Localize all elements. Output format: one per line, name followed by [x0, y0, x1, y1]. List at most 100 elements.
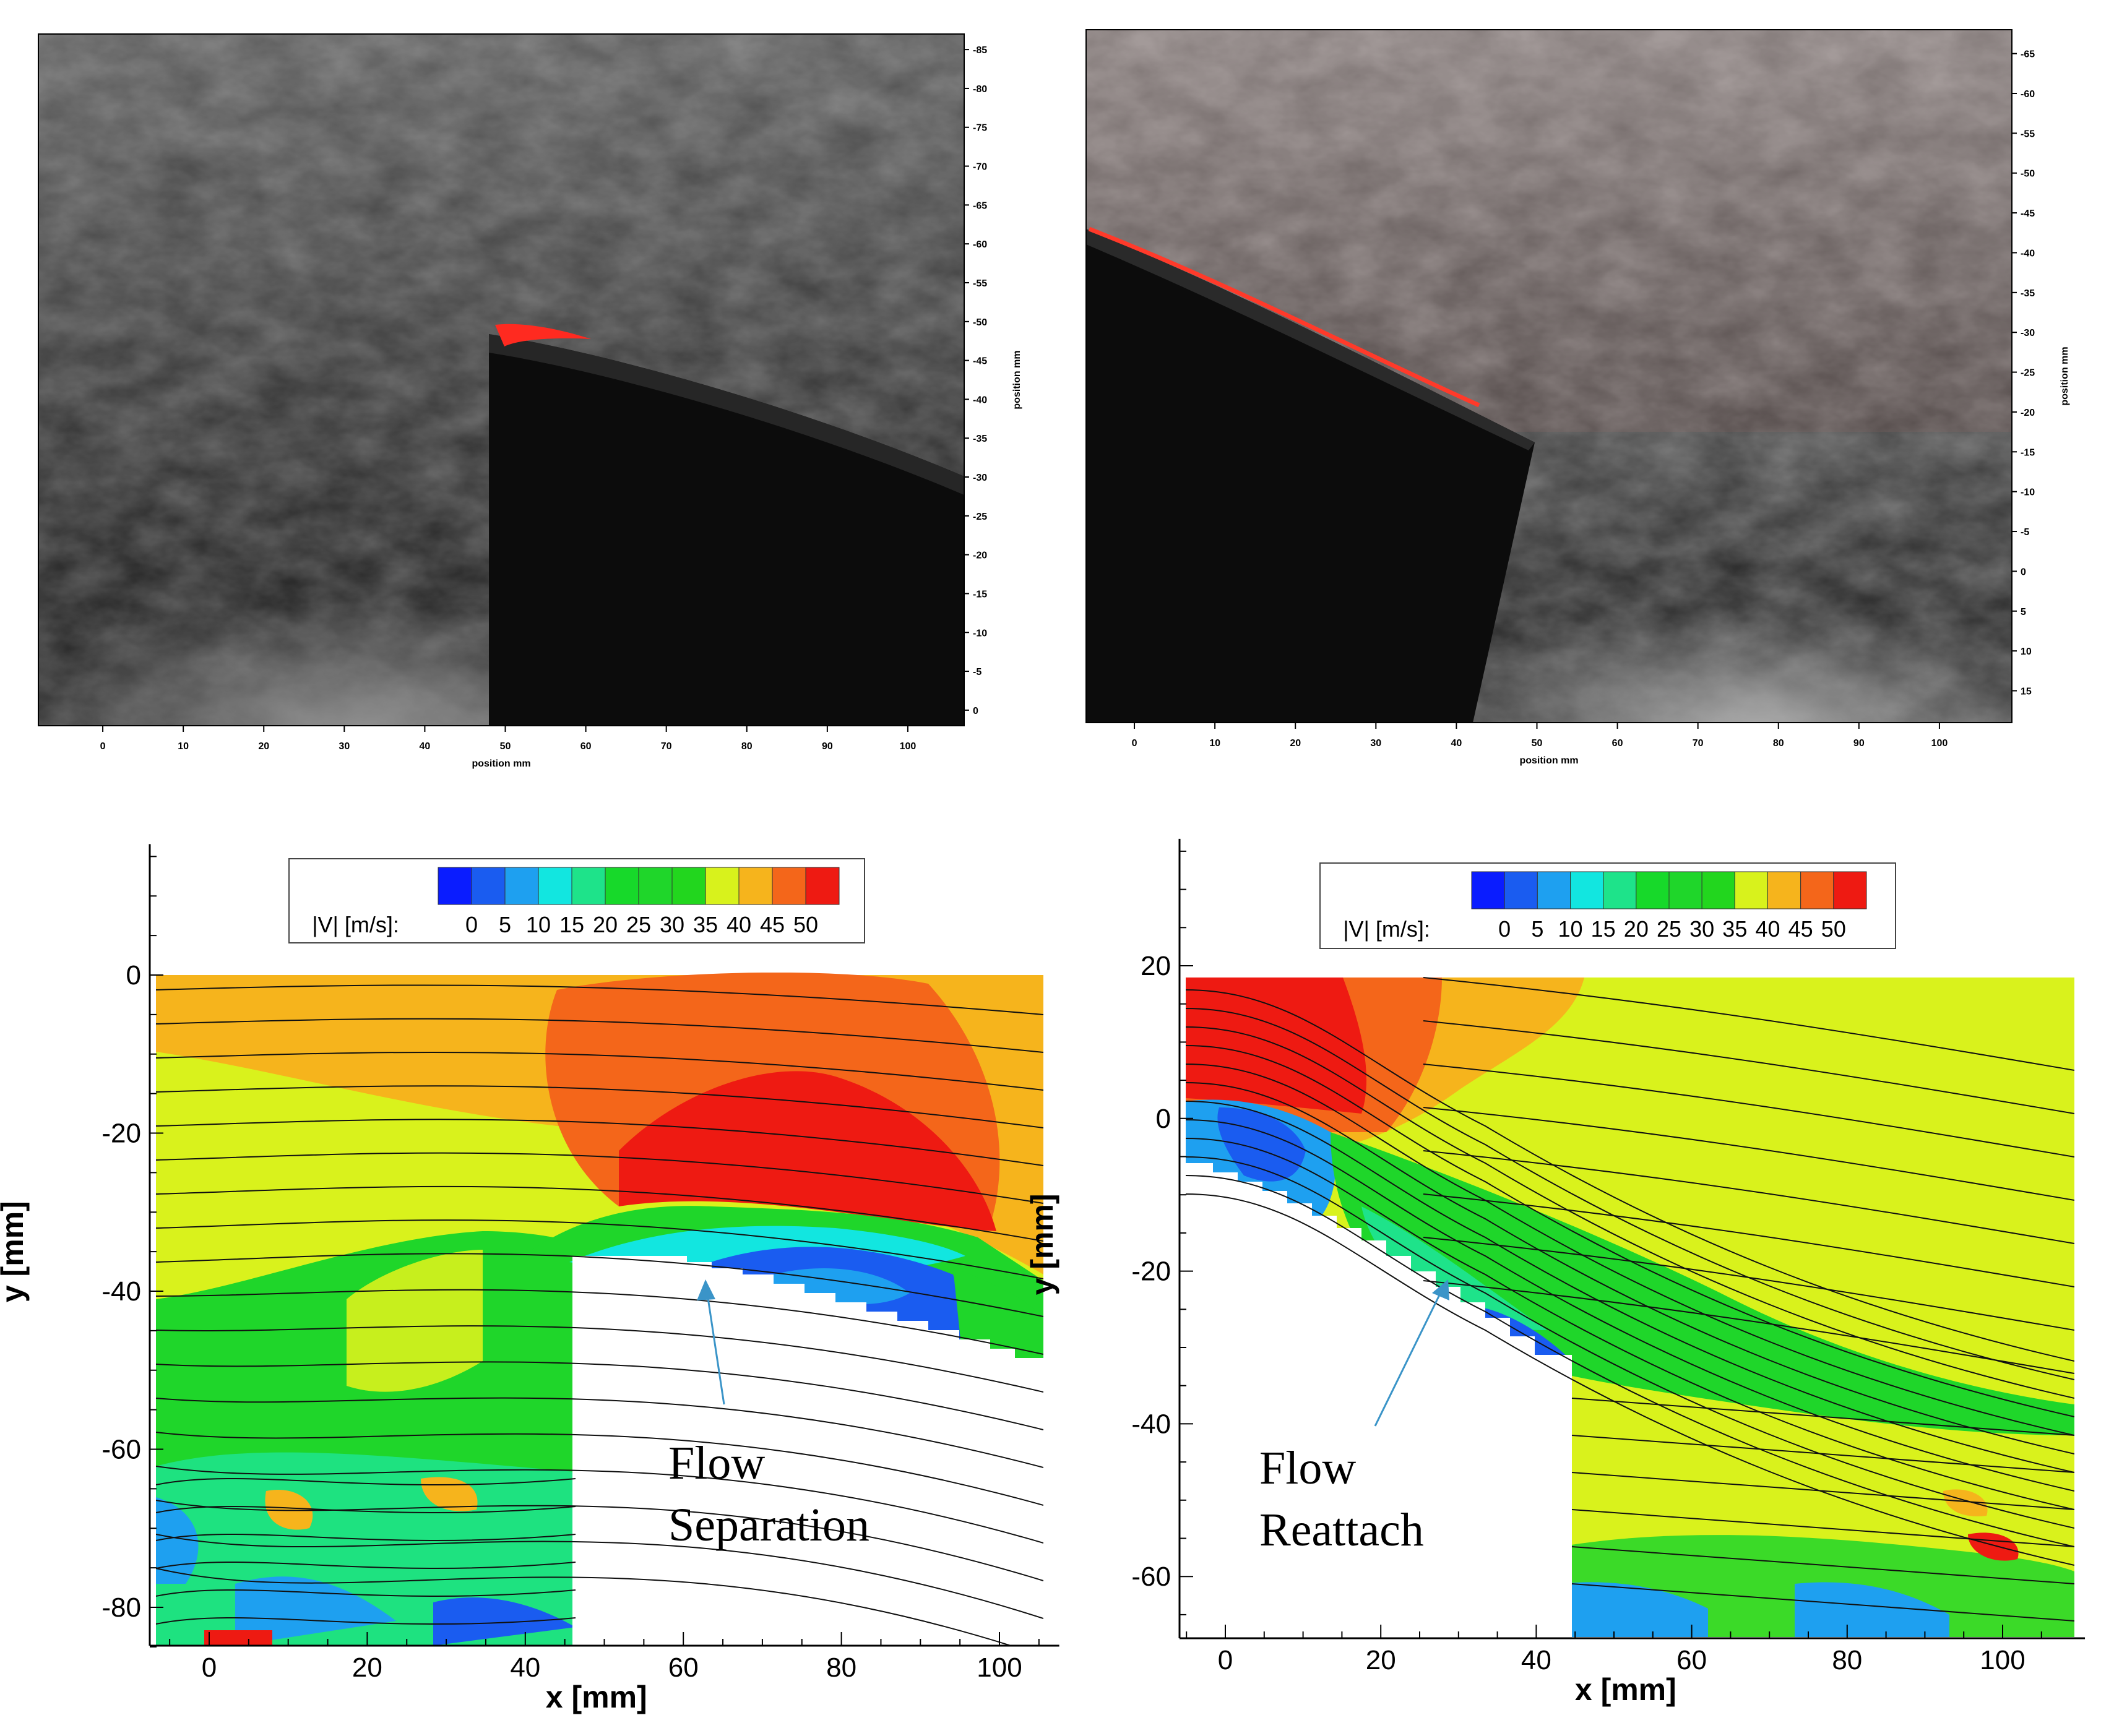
colorbar-tick-label: 30	[660, 912, 684, 937]
separation-annotation-line1: Flow	[668, 1437, 765, 1489]
photo-x-tick-label: 0	[100, 741, 106, 752]
colorbar-swatch	[538, 867, 572, 905]
x-axis-label: x [mm]	[546, 1680, 647, 1714]
photo-y-tick-label: -85	[973, 45, 987, 56]
photo-y-tick-label: -35	[2021, 288, 2035, 299]
colorbar-swatch	[471, 867, 506, 905]
streamline	[156, 1568, 1013, 1646]
colorbar-swatch	[1603, 871, 1637, 909]
photo-x-tick-label: 30	[1370, 738, 1381, 749]
photo-x-tick-label: 20	[258, 741, 269, 752]
reattach-annotation: Flow Reattach	[1259, 1279, 1449, 1556]
photo-y-tick-label: -70	[973, 162, 987, 173]
streamline	[156, 1289, 1043, 1355]
photo-x-tick-label: 70	[1693, 738, 1704, 749]
colorbar-swatch	[1734, 871, 1768, 909]
photo-x-tick-label: 20	[1290, 738, 1301, 749]
colorbar-swatch	[438, 867, 472, 905]
y-tick-label: -60	[1131, 1562, 1171, 1592]
photo-y-tick-label: -15	[973, 589, 987, 599]
colorbar-swatch	[1537, 871, 1571, 909]
streamline	[1186, 1175, 2074, 1547]
colorbar-swatch	[605, 867, 639, 905]
photo-y-tick-label: -20	[973, 551, 987, 561]
y-tick-label: -60	[101, 1435, 141, 1465]
streamline	[156, 1119, 1043, 1166]
y-tick-label: -20	[101, 1119, 141, 1149]
top-right-flow-image	[1085, 29, 2013, 723]
photo-x-tick-label: 0	[1132, 738, 1137, 749]
streamline	[1571, 1435, 2074, 1473]
streamline	[1186, 989, 2074, 1362]
y-axis-label: y [mm]	[0, 1201, 30, 1302]
streamline	[1423, 977, 2074, 1071]
photo-y-tick-label: -10	[2021, 488, 2035, 498]
x-tick-label: 0	[1218, 1645, 1233, 1675]
streamline	[1423, 1193, 2074, 1287]
streamline	[156, 1185, 1043, 1242]
photo-y-tick-label: 10	[2021, 647, 2032, 657]
streamline	[156, 1152, 1043, 1204]
photo-x-tick-label: 10	[178, 741, 189, 752]
photo-y-tick-label: 5	[2021, 607, 2026, 617]
colorbar-swatch	[1570, 871, 1604, 909]
photo-x-tick-label: 70	[661, 741, 672, 752]
streamline	[156, 1051, 1043, 1091]
colorbar-tick-label: 15	[559, 912, 584, 937]
colorbar-swatch	[1471, 871, 1505, 909]
colorbar-swatch	[638, 867, 673, 905]
photo-x-tick-label: 40	[420, 741, 431, 752]
photo-y-tick-label: 15	[2021, 687, 2032, 697]
photo-x-tick-label: 80	[1773, 738, 1784, 749]
streamline	[156, 1018, 1043, 1053]
photo-y-tick-label: 0	[973, 706, 978, 716]
streamline	[156, 1500, 1043, 1581]
streamline	[156, 1589, 576, 1597]
photo-y-tick-label: -60	[2021, 89, 2035, 100]
photo-y-tick-label: 0	[2021, 567, 2026, 577]
photo-y-tick-label: -50	[973, 317, 987, 328]
y-tick-label: -40	[101, 1276, 141, 1307]
colorbar-label: |V| [m/s]:	[312, 912, 399, 937]
streamline	[1423, 1280, 2074, 1374]
colorbar-tick-label: 0	[1498, 916, 1511, 942]
colorbar-tick-label: 20	[1624, 916, 1649, 942]
x-tick-label: 60	[668, 1652, 699, 1683]
photo-y-tick-label: -30	[973, 473, 987, 483]
streamline	[1186, 1156, 2074, 1529]
colorbar-tick-label: 15	[1591, 916, 1616, 942]
streamline	[156, 1506, 576, 1513]
photo-x-tick-label: 50	[500, 741, 511, 752]
colorbar-tick-label: 50	[793, 912, 818, 937]
photo-x-tick-label: 100	[1931, 738, 1948, 749]
separation-annotation-line2: Separation	[668, 1499, 869, 1551]
photo-x-tick-label: 60	[1612, 738, 1623, 749]
x-tick-label: 80	[1832, 1645, 1862, 1675]
streamline	[1186, 1101, 2074, 1473]
y-axis-label: y [mm]	[1025, 1193, 1059, 1295]
streamline	[156, 1534, 1043, 1619]
y-tick-label: 20	[1141, 951, 1171, 981]
x-tick-label: 100	[1980, 1645, 2025, 1675]
colorbar-tick-label: 20	[593, 912, 618, 937]
colorbar-tick-label: 45	[1788, 916, 1813, 942]
photo-y-tick-label: -80	[973, 84, 987, 95]
colorbar-tick-label: 0	[465, 912, 478, 937]
streamline	[156, 1361, 1043, 1430]
y-tick-label: 0	[126, 960, 141, 990]
streamline	[156, 1085, 1043, 1128]
separation-arrowhead	[697, 1279, 715, 1300]
streamline	[156, 1219, 1043, 1279]
colorbar-right: |V| [m/s]: 0 5 10 15 20 25 30 35 40 45 50	[1319, 862, 1896, 949]
streamline	[156, 1432, 1043, 1506]
colorbar-tick-label: 45	[760, 912, 785, 937]
photo-y-tick-label: -35	[973, 434, 987, 444]
bottom-right-velocity-contour	[1186, 977, 2074, 1637]
streamline	[1571, 1546, 2074, 1584]
streamline	[1571, 1472, 2074, 1510]
streamline	[1423, 1064, 2074, 1158]
photo-y-tick-label: -15	[2021, 447, 2035, 458]
colorbar-tick-label: 10	[526, 912, 551, 937]
